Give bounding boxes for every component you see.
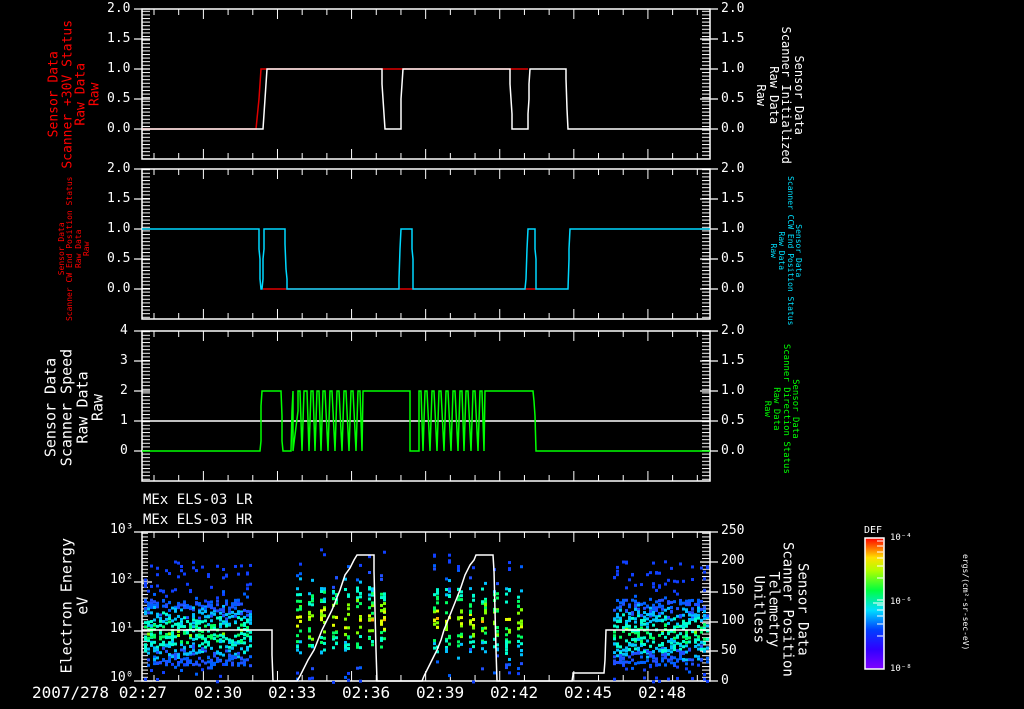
panel-3-left-label: Sensor Data Scanner Speed Raw Data Raw (41, 348, 107, 467)
trace-scanner-direction (142, 390, 710, 452)
p3-ytick: 2 (120, 383, 128, 398)
p2-ytick-r: 1.5 (721, 191, 745, 206)
x-start-label: 2007/278 02:27 (32, 683, 167, 702)
p1-ytick-r: 0.5 (721, 91, 745, 106)
p2-ytick-r: 0.0 (721, 281, 745, 296)
p4-ytick-r: 100 (721, 613, 745, 628)
p4-ytick: 10¹ (110, 621, 134, 636)
p3-ytick: 3 (120, 353, 128, 368)
p3-ytick: 1 (120, 413, 128, 428)
panel-4-right-label: Sensor Data Scanner Position Telemetry U… (750, 541, 811, 677)
p1-ytick-r: 1.5 (721, 31, 745, 46)
p4-ytick-r: 150 (721, 583, 745, 598)
p2-ytick: 0.0 (107, 281, 131, 296)
x-tick-label: 02:48 (638, 683, 687, 702)
p3-ytick-r: 2.0 (721, 323, 745, 338)
x-tick-label: 02:30 (194, 683, 243, 702)
p2-ytick: 0.5 (107, 251, 131, 266)
p1-ytick-r: 0.0 (721, 121, 745, 136)
p4-ytick-r: 250 (721, 523, 745, 538)
trace-scanner-initialized (142, 68, 710, 130)
p3-ytick-r: 1.5 (721, 353, 745, 368)
colorbar-units: ergs/(cm²-sr-sec-eV) (961, 554, 971, 651)
p1-ytick-r: 1.0 (721, 61, 745, 76)
p3-ytick: 4 (120, 323, 128, 338)
p2-ytick: 2.0 (107, 161, 131, 176)
panel-1-frame (141, 8, 711, 682)
p3-ytick: 0 (120, 443, 128, 458)
p4-ytick-r: 50 (721, 643, 737, 658)
electron-spectrogram (144, 548, 709, 684)
p4-ytick: 10² (110, 572, 134, 587)
colorbar-mid-label: 10⁻⁶ (890, 597, 912, 607)
colorbar-top-label: 10⁻⁴ (890, 533, 912, 543)
p1-ytick: 0.5 (107, 91, 131, 106)
colorbar-title: DEF (864, 525, 883, 536)
p1-ytick: 0.0 (107, 121, 131, 136)
p3-ytick-r: 1.0 (721, 383, 745, 398)
panel-4-left-label: Electron Energy eV (57, 538, 91, 674)
instrument-label-hr: MEx ELS-03 HR (143, 512, 253, 528)
p2-ytick: 1.5 (107, 191, 131, 206)
p1-ytick: 1.5 (107, 31, 131, 46)
trace-ccw-end (142, 228, 710, 290)
colorbar-bottom-label: 10⁻⁸ (890, 664, 912, 674)
trace-30v-status (142, 68, 528, 130)
instrument-label-lr: MEx ELS-03 LR (143, 492, 253, 508)
x-tick-label: 02:36 (342, 683, 391, 702)
p1-ytick: 2.0 (107, 1, 131, 16)
p4-ytick: 10⁰ (110, 670, 134, 685)
p1-ytick-r: 2.0 (721, 1, 745, 16)
p2-ytick: 1.0 (107, 221, 131, 236)
p4-ytick-r: 0 (721, 673, 729, 688)
p4-ytick: 10³ (110, 522, 134, 537)
panel-3-right-label: Sensor Data Scanner Direction Status Raw… (761, 343, 800, 474)
trace-scanner-position (142, 554, 710, 682)
x-tick-label: 02:45 (564, 683, 613, 702)
p2-ytick-r: 0.5 (721, 251, 745, 266)
x-tick-label: 02:33 (268, 683, 317, 702)
p1-ytick: 1.0 (107, 61, 131, 76)
p2-ytick-r: 2.0 (721, 161, 745, 176)
x-tick-label: 02:42 (490, 683, 539, 702)
p2-ytick-r: 1.0 (721, 221, 745, 236)
p4-ytick-r: 200 (721, 553, 745, 568)
p3-ytick-r: 0.0 (721, 443, 745, 458)
p3-ytick-r: 0.5 (721, 413, 745, 428)
x-tick-label: 02:39 (416, 683, 465, 702)
